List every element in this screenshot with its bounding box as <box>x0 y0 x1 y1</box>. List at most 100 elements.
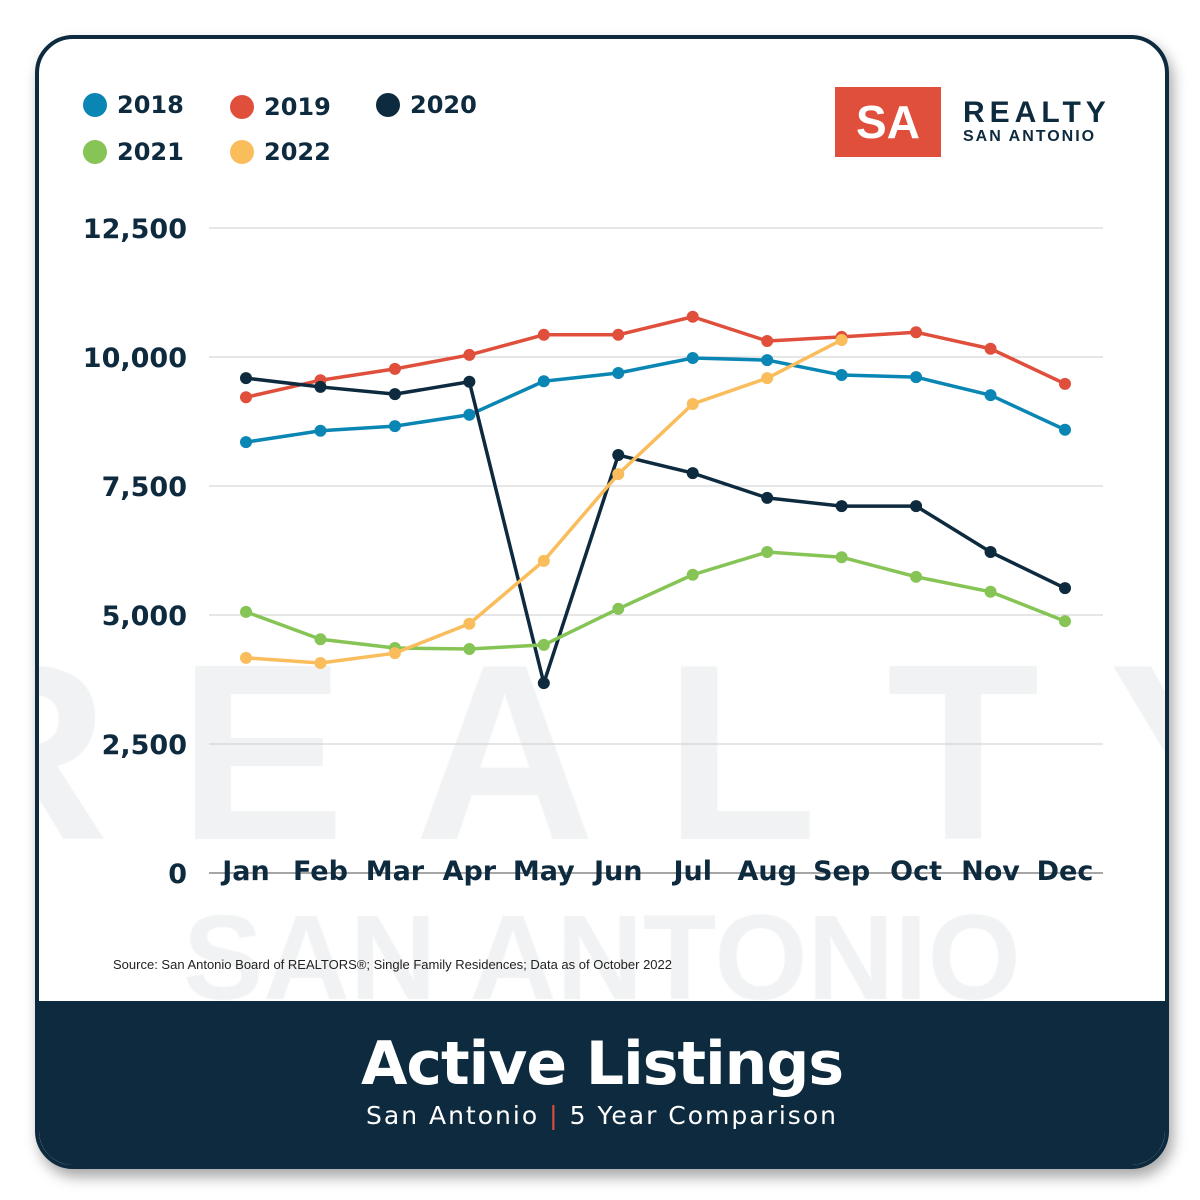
data-point-2019 <box>910 326 923 339</box>
legend-label: 2020 <box>410 91 477 119</box>
legend-swatch <box>376 93 400 117</box>
data-point-2020 <box>984 546 997 559</box>
series-line-2020 <box>245 376 1066 685</box>
data-point-2019 <box>463 348 476 361</box>
data-point-2019 <box>240 391 252 404</box>
data-point-2019 <box>1059 377 1071 390</box>
legend-swatch <box>230 140 254 164</box>
data-point-2018 <box>984 389 997 402</box>
data-point-2022 <box>761 372 774 385</box>
data-point-2021 <box>910 570 923 583</box>
data-point-2019 <box>984 342 997 355</box>
data-point-2019 <box>388 362 401 375</box>
x-tick-label: Mar <box>366 856 425 887</box>
data-point-2021 <box>1059 615 1071 628</box>
data-point-2018 <box>537 375 550 388</box>
data-point-2020 <box>463 375 476 388</box>
data-point-2020 <box>388 388 401 401</box>
data-point-2021 <box>537 638 550 651</box>
legend-label: 2019 <box>264 93 331 121</box>
data-point-2021 <box>835 551 848 564</box>
legend-label: 2018 <box>117 91 184 119</box>
x-tick-label: Aug <box>737 856 796 887</box>
legend-item-2018: 2018 <box>83 91 184 119</box>
chart-title: Active Listings <box>360 1029 844 1099</box>
data-point-2019 <box>612 328 625 341</box>
data-point-2020 <box>910 500 923 513</box>
data-point-2018 <box>1059 423 1071 436</box>
data-point-2021 <box>463 643 476 656</box>
data-point-2021 <box>314 633 327 646</box>
legend-label: 2021 <box>117 138 184 166</box>
subtitle-separator: | <box>549 1101 560 1130</box>
chart-card: 0 2,500 5,000 7,500 10,000 12,500 Jan Feb Mar Apr… <box>35 35 1169 1169</box>
subtitle-comparison: 5 Year Comparison <box>569 1101 838 1130</box>
data-point-2020 <box>835 500 848 513</box>
data-point-2020 <box>314 380 327 393</box>
data-point-2022 <box>537 554 550 567</box>
legend-item-2020: 2020 <box>376 91 477 119</box>
data-point-2019 <box>686 310 699 323</box>
data-point-2019 <box>761 335 774 348</box>
x-tick-label: Jun <box>592 856 643 887</box>
data-point-2020 <box>761 491 774 504</box>
data-point-2022 <box>686 397 699 410</box>
x-tick-label: Oct <box>890 856 942 887</box>
legend-item-2019: 2019 <box>230 93 331 121</box>
y-tick-label: 5,000 <box>102 601 187 632</box>
data-point-2018 <box>612 366 625 379</box>
line-chart: 0 2,500 5,000 7,500 10,000 12,500 Jan Feb Mar Apr… <box>83 214 1103 890</box>
data-point-2021 <box>612 602 625 615</box>
y-tick-label: 10,000 <box>83 343 187 374</box>
data-point-2021 <box>984 585 997 598</box>
data-point-2021 <box>761 546 774 559</box>
data-point-2020 <box>240 372 252 385</box>
x-tick-label: Feb <box>293 856 348 887</box>
data-point-2018 <box>761 354 774 367</box>
data-point-2022 <box>314 656 327 669</box>
legend-swatch <box>230 95 254 119</box>
legend-label: 2022 <box>264 138 331 166</box>
legend-item-2022: 2022 <box>230 138 331 166</box>
source-note: Source: San Antonio Board of REALTORS®; … <box>113 957 672 972</box>
logo-line1: REALTY <box>963 96 1111 129</box>
data-point-2021 <box>240 605 252 618</box>
x-tick-label: Nov <box>961 856 1020 887</box>
data-point-2018 <box>686 352 699 365</box>
x-tick-label: May <box>513 856 575 887</box>
x-tick-label: Dec <box>1037 856 1094 887</box>
data-point-2020 <box>1059 582 1071 595</box>
data-point-2018 <box>835 369 848 382</box>
legend: 2018 2019 2020 2021 2022 <box>83 91 503 191</box>
data-point-2022 <box>612 468 625 481</box>
data-point-2020 <box>686 467 699 480</box>
data-point-2019 <box>537 328 550 341</box>
x-tick-label: Jan <box>220 856 270 887</box>
subtitle-location: San Antonio <box>366 1101 540 1130</box>
data-point-2018 <box>314 424 327 437</box>
data-point-2018 <box>240 436 252 449</box>
data-point-2020 <box>537 677 550 690</box>
series-line-2018 <box>245 356 1066 444</box>
legend-swatch <box>83 140 107 164</box>
data-point-2018 <box>388 420 401 433</box>
x-tick-label: Jul <box>671 856 712 887</box>
data-point-2022 <box>388 647 401 660</box>
data-point-2018 <box>910 371 923 384</box>
x-tick-label: Apr <box>443 856 497 887</box>
data-point-2020 <box>612 449 625 462</box>
data-point-2022 <box>240 651 252 664</box>
series-line-2019 <box>245 315 1066 399</box>
y-tick-label: 12,500 <box>83 214 187 245</box>
series-line-2021 <box>245 550 1066 651</box>
y-tick-label: 2,500 <box>102 730 187 761</box>
data-point-2022 <box>835 333 848 346</box>
footer-band: Active Listings San Antonio | 5 Year Compa… <box>39 1001 1165 1165</box>
logo: SA REALTY SAN ANTONIO <box>835 87 1111 157</box>
logo-line2: SAN ANTONIO <box>963 128 1097 145</box>
y-tick-label: 7,500 <box>102 472 187 503</box>
y-tick-label: 0 <box>168 859 187 890</box>
legend-item-2021: 2021 <box>83 138 184 166</box>
x-tick-label: Sep <box>813 856 870 887</box>
legend-swatch <box>83 93 107 117</box>
